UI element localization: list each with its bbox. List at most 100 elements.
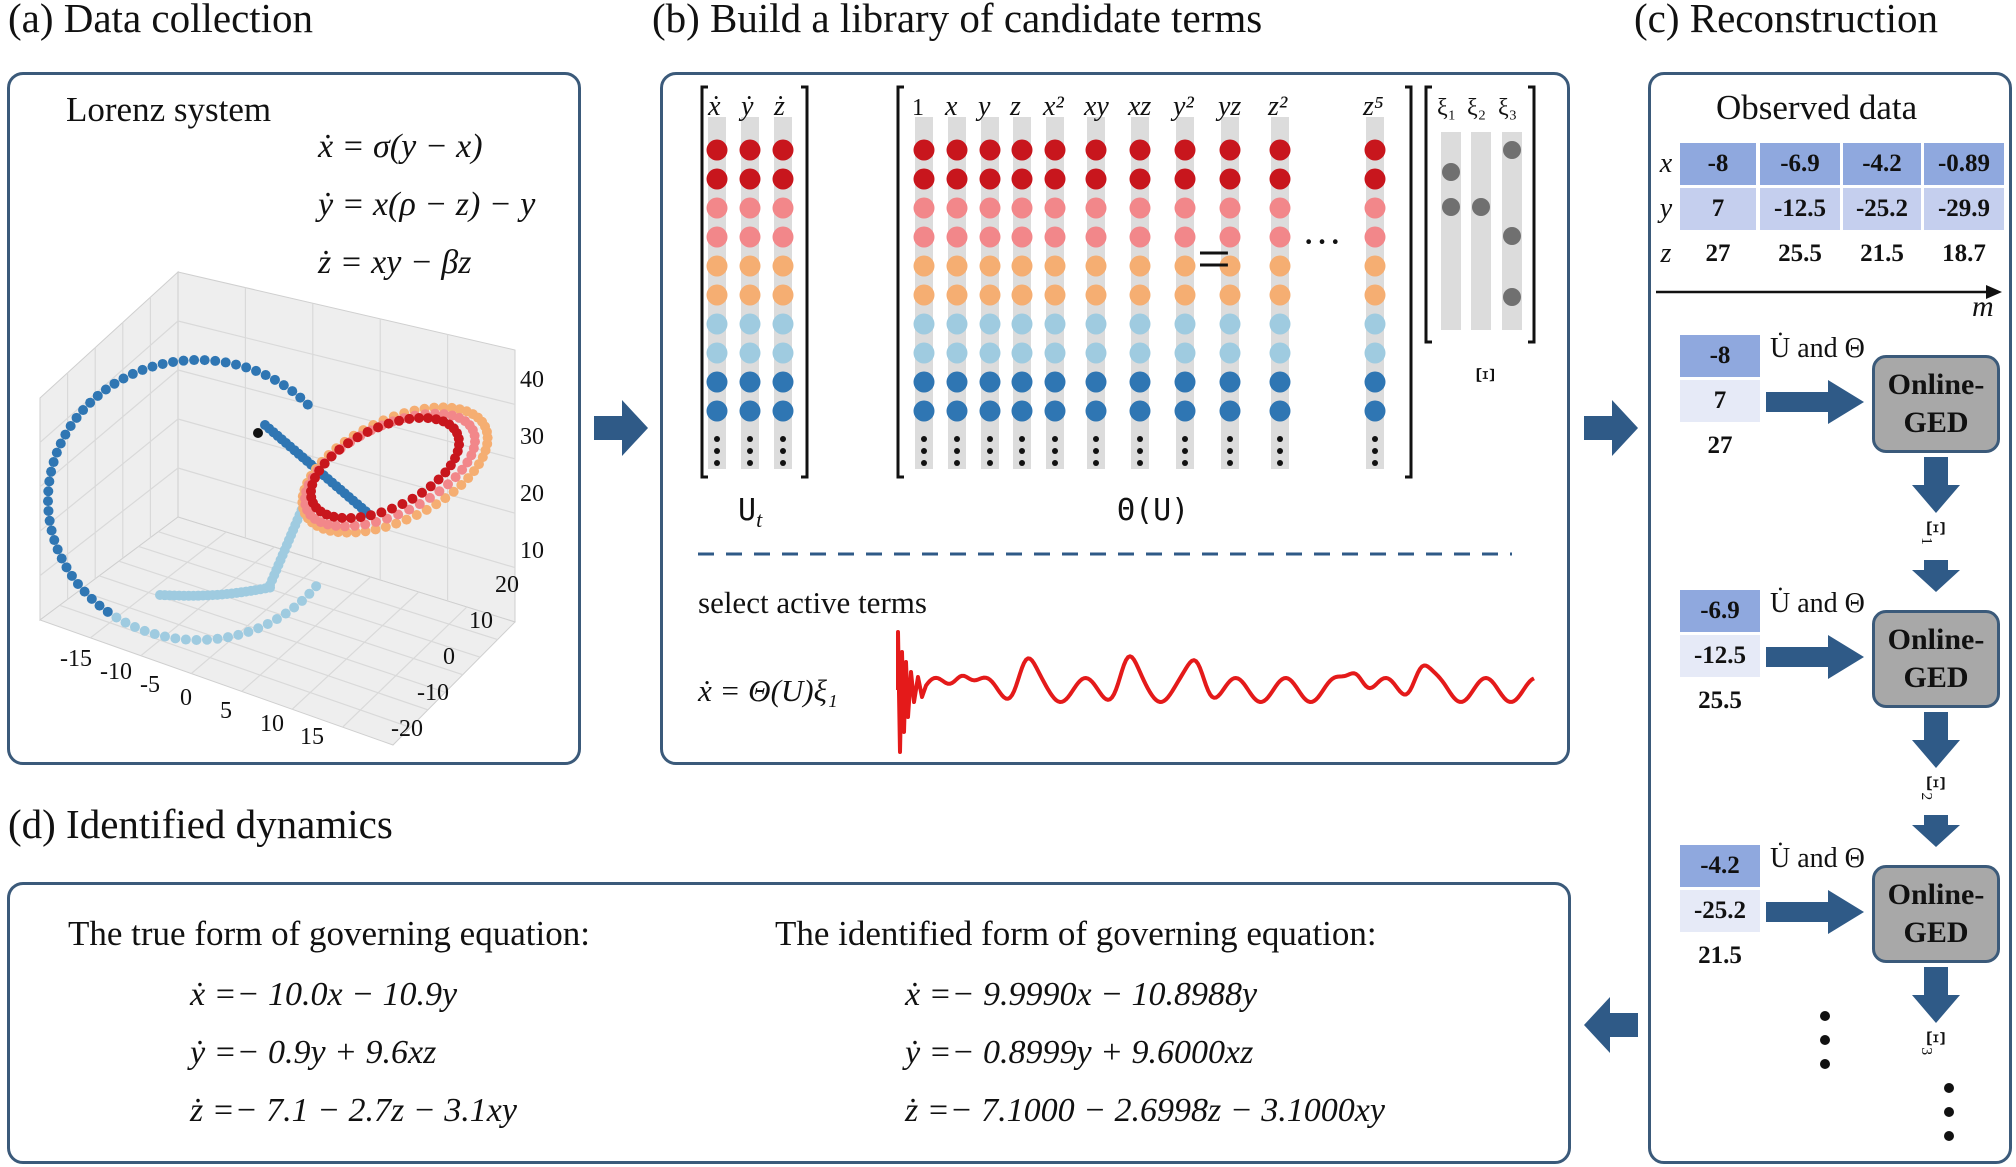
table-cell: 25.5: [1760, 233, 1840, 275]
library-dot: [913, 139, 935, 161]
vertical-ellipsis: [1820, 1011, 1830, 1069]
theta-header: xy: [1083, 91, 1109, 122]
down-arrow: [1912, 967, 1960, 1023]
library-dot: [706, 197, 728, 219]
library-dot: [1129, 284, 1151, 306]
trajectory-point: [416, 487, 427, 498]
library-dot: [772, 226, 794, 248]
library-dot: [706, 284, 728, 306]
z-tick-label: 10: [520, 538, 544, 564]
trajectory-point: [202, 634, 213, 645]
xi-dot: [1472, 198, 1490, 216]
trajectory-point: [269, 374, 280, 385]
trajectory-point: [433, 474, 444, 485]
trajectory-point: [79, 586, 90, 597]
lhs-header: ẏ: [738, 91, 754, 122]
library-dot: [1174, 139, 1196, 161]
trajectory-point: [147, 361, 158, 372]
trajectory-point: [149, 629, 160, 640]
trajectory-point: [278, 380, 289, 391]
trajectory-point: [233, 629, 244, 640]
library-dot: [946, 255, 968, 277]
trajectory-point: [260, 370, 271, 381]
library-dot: [913, 313, 935, 335]
trajectory-point: [241, 362, 252, 373]
trajectory-point: [464, 420, 475, 431]
trajectory-point: [330, 520, 341, 531]
trajectory-point: [137, 364, 148, 375]
xi-output-label: Ξ₃: [1921, 1030, 1950, 1056]
trajectory-point: [287, 386, 298, 397]
library-dot: [772, 255, 794, 277]
trajectory-point: [43, 486, 54, 497]
table-row-label: z: [1660, 238, 1672, 269]
library-dot: [1044, 342, 1066, 364]
library-dot: [772, 284, 794, 306]
ellipsis-columns: ···: [1302, 219, 1342, 264]
trajectory-point: [296, 595, 307, 606]
trajectory-point: [60, 429, 71, 440]
xi-label: Ξ: [1470, 366, 1500, 384]
library-dot: [1219, 226, 1241, 248]
step-value-cell: -12.5: [1680, 635, 1760, 677]
library-dot: [1044, 255, 1066, 277]
library-dot: [913, 197, 935, 219]
trajectory-point: [380, 521, 391, 532]
library-dot: [1269, 197, 1291, 219]
trajectory-point: [448, 423, 459, 434]
lorenz-eq-3: ż = xy − βz: [318, 244, 472, 281]
y-tick-label: 0: [443, 644, 455, 670]
trajectory-point: [450, 472, 461, 483]
trajectory-point: [100, 384, 111, 395]
trajectory-point: [394, 415, 405, 426]
trajectory-point: [253, 623, 264, 634]
step-value-cell: 21.5: [1680, 935, 1760, 977]
library-dot: [739, 255, 761, 277]
trajectory-point: [445, 460, 456, 471]
online-ged-box: Online-GED: [1872, 865, 2000, 963]
trajectory-point: [52, 544, 63, 555]
library-dot: [1011, 284, 1033, 306]
trajectory-point: [66, 570, 77, 581]
library-dot: [1364, 139, 1386, 161]
trajectory-point: [391, 518, 402, 529]
down-arrow: [1912, 457, 1960, 513]
select-active-terms: select active terms: [698, 585, 927, 620]
panel-b-title: (b) Build a library of candidate terms: [652, 0, 1263, 41]
trajectory-point: [362, 426, 373, 437]
library-dot: [1011, 255, 1033, 277]
trajectory-point: [421, 504, 432, 515]
table-cell: -25.2: [1843, 188, 1921, 230]
panel-c-title: (c) Reconstruction: [1634, 0, 1938, 41]
x-tick-label: 10: [260, 711, 284, 737]
trajectory-point: [159, 631, 170, 642]
trajectory-point: [304, 588, 315, 599]
trajectory-point: [170, 633, 181, 644]
library-dot: [946, 139, 968, 161]
trajectory-point: [463, 473, 474, 484]
trajectory-point: [44, 476, 55, 487]
trajectory-point: [456, 479, 467, 490]
trajectory-point: [345, 513, 356, 524]
lorenz-label: Lorenz system: [66, 90, 272, 129]
trajectory-point: [326, 451, 337, 462]
library-dot: [1044, 313, 1066, 335]
table-cell: -6.9: [1760, 143, 1840, 185]
library-dot: [706, 226, 728, 248]
y-tick-label: 10: [469, 608, 493, 634]
z-tick-label: 40: [520, 367, 544, 393]
step-arrow: [1766, 380, 1864, 424]
library-dot: [1129, 168, 1151, 190]
trajectory-point: [251, 365, 262, 376]
x-tick-label: -10: [100, 659, 132, 685]
library-dot: [1044, 284, 1066, 306]
trajectory-point: [92, 390, 103, 401]
theta-header: x²: [1042, 91, 1064, 122]
library-dot: [1085, 139, 1107, 161]
library-dot: [979, 400, 1001, 422]
library-dot: [706, 400, 728, 422]
library-dot: [1085, 168, 1107, 190]
z-tick-label: 30: [520, 424, 544, 450]
x-tick-label: -5: [140, 672, 160, 698]
library-dot: [913, 255, 935, 277]
